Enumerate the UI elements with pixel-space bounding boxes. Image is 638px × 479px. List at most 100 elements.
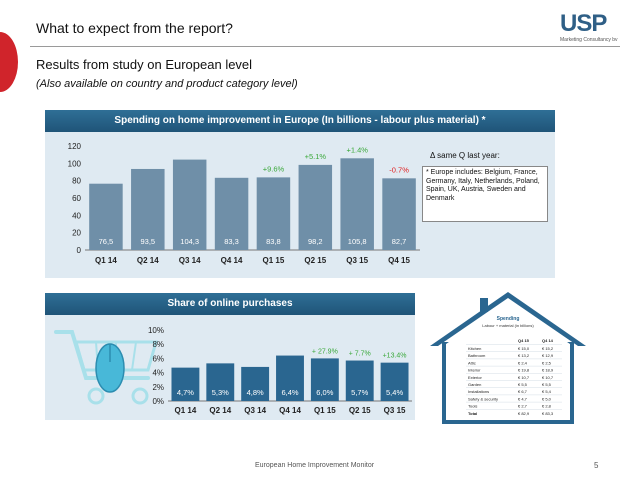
bar-value-label: 4,7%: [177, 388, 194, 397]
change-label: +9.6%: [263, 164, 285, 173]
x-tick-label: Q4 14: [221, 256, 243, 265]
house-cell-q415: € 10,7: [518, 375, 530, 380]
page-number: 5: [594, 461, 599, 470]
slide-title: What to expect from the report?: [36, 20, 233, 36]
house-row-label: Garden: [468, 382, 481, 387]
bar-value-label: 6,0%: [316, 388, 333, 397]
house-cell-q414: € 12,9: [542, 353, 554, 358]
title-divider: [30, 46, 620, 47]
x-tick-label: Q2 14: [209, 406, 231, 415]
online-share-bar: [171, 367, 200, 401]
spending-bar: [131, 168, 165, 250]
y-tick-label: 60: [72, 194, 81, 203]
house-cell-q415: € 2,7: [518, 404, 528, 409]
house-row-label: Total: [468, 411, 477, 416]
bar-value-label: 5,7%: [351, 388, 368, 397]
house-col-header: Q4 14: [542, 338, 554, 343]
y-tick-label: 0: [77, 246, 82, 255]
x-tick-label: Q2 15: [304, 256, 326, 265]
house-row-label: Installations: [468, 389, 489, 394]
house-row-label: Bathroom: [468, 353, 486, 358]
spending-bar: [172, 159, 207, 250]
section-note: (Also available on country and product c…: [36, 78, 298, 90]
bar-value-label: 83,3: [224, 237, 239, 246]
x-tick-label: Q1 15: [314, 406, 336, 415]
y-tick-label: 100: [68, 159, 82, 168]
online-share-bar-chart: 0% 2% 4% 6% 8% 10% 4,7% Q1 14 5,3% Q2 14 4,8% Q3 14…: [148, 326, 412, 415]
change-label: + 27.9%: [312, 348, 338, 355]
y-tick-label: 0%: [152, 397, 164, 406]
change-label: +5.1%: [305, 152, 327, 161]
house-cell-q415: € 82,9: [518, 411, 530, 416]
logo-text: USP: [560, 10, 607, 37]
y-tick-label: 80: [72, 177, 81, 186]
house-row-label: Attic: [468, 360, 476, 365]
online-share-bar: [206, 363, 235, 401]
x-tick-label: Q2 14: [137, 256, 159, 265]
x-tick-label: Q3 14: [244, 406, 266, 415]
house-row-label: Exterior: [468, 375, 482, 380]
bar-value-label: 76,5: [99, 237, 114, 246]
footer-text: European Home Improvement Monitor: [255, 462, 375, 469]
house-row-label: Tools: [468, 404, 477, 409]
spending-bar: [256, 177, 291, 250]
y-tick-label: 6%: [152, 354, 164, 363]
y-tick-label: 40: [72, 211, 81, 220]
house-cell-q415: € 4,7: [518, 396, 528, 401]
bar-value-label: 5,4%: [386, 388, 403, 397]
bar-value-label: 4,8%: [247, 388, 264, 397]
house-cell-q414: € 2,8: [542, 404, 552, 409]
online-share-bar: [310, 358, 339, 401]
house-cell-q415: € 5,5: [518, 382, 528, 387]
house-cell-q414: € 5,0: [542, 396, 552, 401]
house-cell-q414: € 5,4: [542, 389, 552, 394]
house-cell-q414: € 2,5: [542, 360, 552, 365]
house-cell-q414: € 83,3: [542, 411, 554, 416]
house-row-label: Interior: [468, 368, 481, 373]
x-tick-label: Q2 15: [349, 406, 371, 415]
bar-value-label: 104,3: [180, 237, 199, 246]
bar-value-label: 5,3%: [212, 388, 229, 397]
spending-bar: [382, 178, 416, 250]
house-chimney: [480, 298, 488, 312]
house-row-label: Safety & security: [468, 396, 498, 401]
change-label: + 7.7%: [349, 351, 371, 358]
bar-value-label: 98,2: [308, 237, 323, 246]
house-cell-q415: € 13,2: [518, 353, 530, 358]
online-share-bar: [276, 355, 304, 401]
usp-logo: USP Marketing Consultancy bv: [560, 10, 630, 44]
x-tick-label: Q3 14: [179, 256, 201, 265]
house-cell-q415: € 6,7: [518, 389, 528, 394]
red-tab-decoration: [0, 32, 18, 92]
spending-bar: [298, 164, 333, 250]
x-tick-label: Q1 14: [175, 406, 197, 415]
bar-value-label: 83,8: [266, 237, 281, 246]
logo-subtitle: Marketing Consultancy bv: [560, 37, 618, 43]
house-cell-q414: € 10,7: [542, 375, 554, 380]
house-cell-q414: € 18,9: [542, 368, 554, 373]
spending-bar: [340, 158, 374, 250]
bar-value-label: 82,7: [392, 237, 407, 246]
online-share-bar: [345, 360, 374, 401]
house-roof: [430, 292, 586, 346]
spending-bar-chart: 0 20 40 60 80 100 120 76,5 Q1 14 93,5 Q2 14 104,3 Q3…: [68, 142, 420, 265]
y-tick-label: 2%: [152, 383, 164, 392]
y-tick-label: 20: [72, 229, 81, 238]
change-label: -0.7%: [389, 165, 409, 174]
change-label: +1.4%: [346, 145, 368, 154]
spending-bar: [214, 177, 249, 250]
europe-countries-note: * Europe includes: Belgium, France, Germ…: [422, 166, 548, 222]
y-tick-label: 4%: [152, 369, 164, 378]
x-tick-label: Q4 14: [279, 406, 301, 415]
x-tick-label: Q1 14: [95, 256, 117, 265]
house-row-label: Kitchen: [468, 346, 481, 351]
x-tick-label: Q4 15: [388, 256, 410, 265]
change-label: +13.4%: [383, 353, 407, 360]
y-tick-label: 8%: [152, 340, 164, 349]
bar-value-label: 6,4%: [281, 388, 298, 397]
x-tick-label: Q3 15: [346, 256, 368, 265]
online-share-bar: [380, 362, 409, 401]
house-cell-q414: € 15,2: [542, 346, 554, 351]
y-tick-label: 10%: [148, 326, 164, 335]
